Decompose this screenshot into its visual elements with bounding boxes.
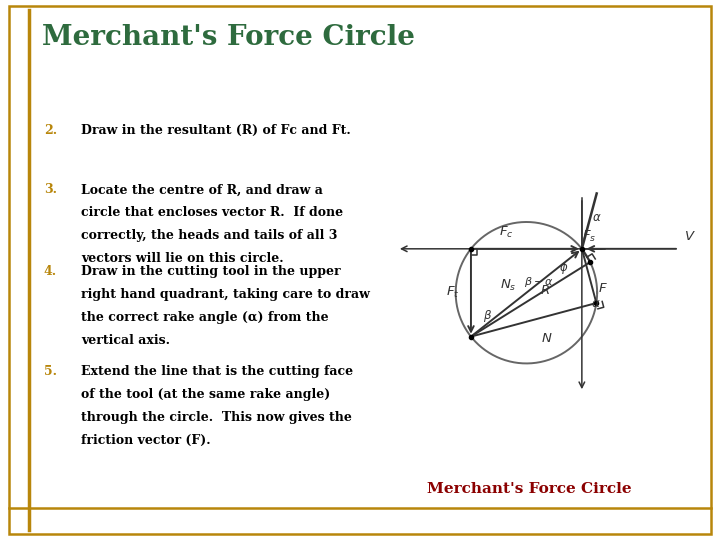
Text: $\phi$: $\phi$ [559, 260, 568, 276]
Text: circle that encloses vector R.  If done: circle that encloses vector R. If done [81, 206, 343, 219]
Text: through the circle.  This now gives the: through the circle. This now gives the [81, 411, 352, 424]
Text: $F_t$: $F_t$ [446, 285, 460, 300]
Text: Draw in the resultant (R) of Fc and Ft.: Draw in the resultant (R) of Fc and Ft. [81, 124, 351, 137]
Text: $F$: $F$ [598, 282, 608, 295]
Text: $\beta$: $\beta$ [483, 308, 492, 323]
Text: Draw in the cutting tool in the upper: Draw in the cutting tool in the upper [81, 265, 341, 278]
Text: $\alpha$: $\alpha$ [591, 297, 600, 310]
Text: 2.: 2. [44, 124, 57, 137]
Text: $N$: $N$ [541, 332, 553, 345]
Text: vectors will lie on this circle.: vectors will lie on this circle. [81, 253, 284, 266]
Text: $F_s$: $F_s$ [582, 230, 596, 245]
Text: $\beta-\alpha$: $\beta-\alpha$ [524, 275, 554, 289]
Text: Merchant's Force Circle: Merchant's Force Circle [42, 24, 415, 51]
Text: 5.: 5. [44, 365, 57, 378]
Text: Merchant's Force Circle: Merchant's Force Circle [427, 482, 631, 496]
Text: $N_s$: $N_s$ [500, 278, 517, 293]
Text: of the tool (at the same rake angle): of the tool (at the same rake angle) [81, 388, 330, 401]
Text: Extend the line that is the cutting face: Extend the line that is the cutting face [81, 365, 354, 378]
Text: friction vector (F).: friction vector (F). [81, 434, 211, 447]
Text: 4.: 4. [44, 265, 57, 278]
Text: correctly, the heads and tails of all 3: correctly, the heads and tails of all 3 [81, 230, 338, 242]
Text: $R$: $R$ [540, 285, 550, 298]
Text: vertical axis.: vertical axis. [81, 334, 170, 347]
Text: the correct rake angle (α) from the: the correct rake angle (α) from the [81, 312, 329, 325]
Text: 3.: 3. [44, 184, 57, 197]
Text: $F_c$: $F_c$ [499, 225, 513, 240]
Text: $V$: $V$ [683, 230, 696, 244]
Text: $\alpha$: $\alpha$ [592, 211, 602, 224]
Text: right hand quadrant, taking care to draw: right hand quadrant, taking care to draw [81, 288, 370, 301]
Text: Locate the centre of R, and draw a: Locate the centre of R, and draw a [81, 184, 323, 197]
